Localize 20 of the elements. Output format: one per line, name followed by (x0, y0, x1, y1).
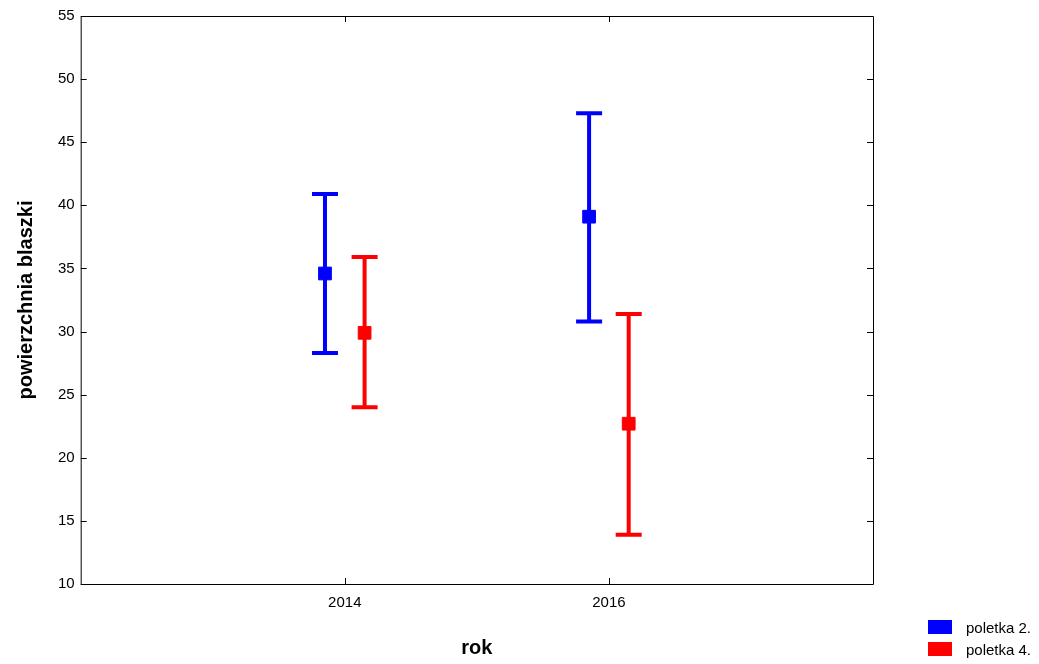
y-tick-label: 35 (58, 258, 75, 276)
point (318, 266, 332, 281)
y-axis-title: powierzchnia blaszki (13, 200, 36, 400)
y-tick-label: 30 (58, 321, 75, 339)
x-tick-label: 2016 (592, 593, 626, 611)
y-tick-label: 45 (58, 132, 75, 150)
y-tick-label: 50 (58, 69, 75, 87)
x-tick-label: 2014 (328, 593, 362, 611)
y-tick-label: 20 (58, 447, 75, 465)
x-axis-title: rok (461, 635, 494, 658)
point (582, 209, 596, 224)
y-tick-label: 25 (58, 384, 75, 402)
legend-label: poletka 4. (965, 640, 1031, 658)
y-tick-label: 10 (58, 574, 75, 592)
legend-label: poletka 2. (965, 618, 1031, 636)
y-tick-label: 55 (58, 6, 75, 24)
y-tick-label: 40 (58, 195, 75, 213)
y-tick-label: 15 (58, 511, 75, 529)
point (357, 325, 372, 340)
point (621, 416, 636, 431)
